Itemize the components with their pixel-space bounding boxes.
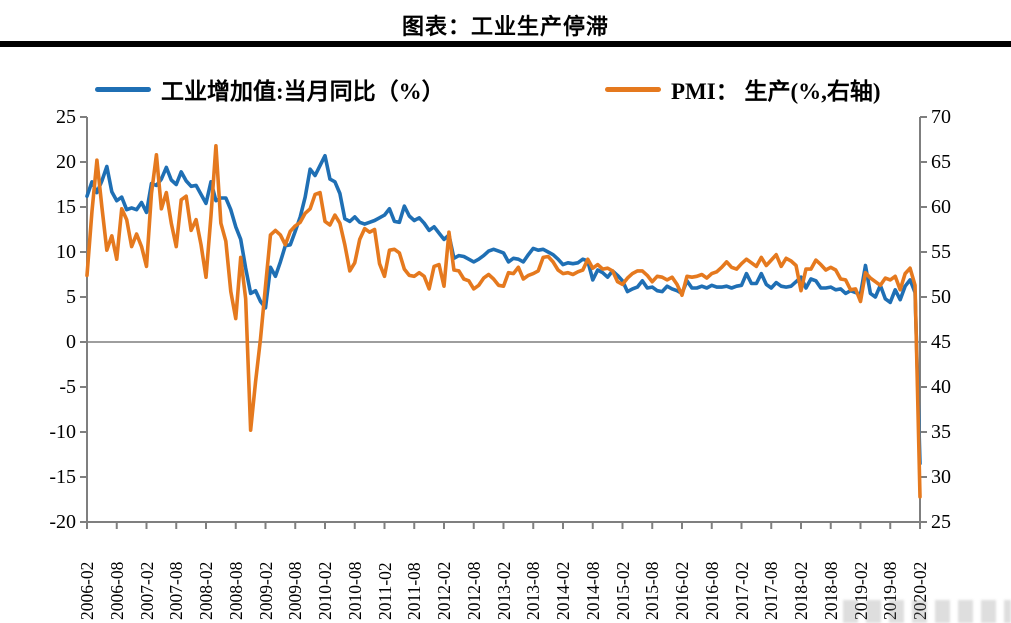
legend-label-industrial: 工业增加值:当月同比（%） (161, 79, 445, 104)
right-axis-tick-label: 25 (931, 511, 951, 533)
left-axis-tick-label: -15 (49, 466, 76, 488)
right-axis-tick-label: 30 (931, 466, 951, 488)
x-axis-tick-label: 2007-02 (136, 561, 157, 620)
x-axis-tick-label: 2017-02 (731, 561, 752, 620)
left-axis-tick-label: -5 (59, 376, 76, 398)
left-axis-tick-label: -10 (49, 421, 76, 443)
x-axis-tick-label: 2008-08 (225, 561, 246, 620)
legend-swatch-industrial (95, 86, 151, 92)
x-axis-tick-label: 2009-08 (285, 561, 306, 620)
right-axis-tick-label: 35 (931, 421, 951, 443)
x-axis-tick-label: 2006-02 (77, 561, 97, 620)
x-axis-tick-label: 2016-08 (701, 561, 722, 620)
left-axis-tick-label: 5 (66, 286, 76, 308)
left-axis-tick-label: -20 (49, 511, 76, 533)
x-axis-tick-label: 2015-02 (612, 561, 633, 620)
series-line-pmi (85, 144, 922, 499)
x-axis-tick-label: 2013-02 (493, 561, 514, 620)
x-axis-tick-label: 2011-08 (404, 562, 425, 620)
right-axis-tick-label: 50 (931, 286, 951, 308)
right-axis-tick-label: 70 (931, 106, 951, 128)
legend-item-industrial: 工业增加值:当月同比（%） (95, 72, 445, 106)
legend-label-pmi: PMI： 生产(%,右轴) (671, 79, 881, 104)
left-axis-tick-label: 20 (56, 151, 76, 173)
x-axis-tick-label: 2017-08 (761, 561, 782, 620)
left-axis-tick-label: 25 (56, 106, 76, 128)
left-axis-tick-label: 10 (56, 241, 76, 263)
x-axis-tick-label: 2016-02 (672, 561, 692, 620)
right-axis-tick-label: 45 (931, 331, 951, 353)
x-axis-tick-label: 2009-02 (255, 561, 276, 620)
chart-title: 图表：工业生产停滞 (401, 14, 609, 39)
x-axis-tick-label: 2018-08 (820, 561, 841, 620)
right-axis-tick-label: 55 (931, 241, 951, 263)
x-axis-tick-label: 2010-02 (315, 561, 335, 620)
legend-swatch-pmi (605, 86, 661, 92)
x-axis-tick-label: 2006-08 (106, 561, 127, 620)
x-axis-tick-label: 2014-02 (553, 561, 573, 620)
right-axis-tick-label: 40 (931, 376, 951, 398)
left-axis-tick-label: 0 (66, 331, 76, 353)
x-axis-tick-label: 2018-02 (791, 561, 811, 620)
title-rule (0, 41, 1011, 47)
left-axis-tick-label: 15 (56, 196, 76, 218)
x-axis-tick-label: 2015-08 (642, 561, 663, 620)
series-line-industrial (85, 153, 922, 466)
watermark (843, 600, 1011, 623)
x-axis-tick-label: 2012-02 (434, 561, 454, 620)
x-axis-tick-label: 2013-08 (523, 561, 544, 620)
right-axis-tick-label: 60 (931, 196, 951, 218)
x-axis-tick-label: 2012-08 (463, 561, 484, 620)
x-axis-tick-label: 2008-02 (196, 561, 216, 620)
x-axis-tick-label: 2011-02 (374, 562, 395, 620)
legend-item-pmi: PMI： 生产(%,右轴) (605, 72, 881, 106)
x-axis-tick-label: 2010-08 (344, 561, 365, 620)
x-axis-tick-label: 2014-08 (582, 561, 603, 620)
x-axis-tick-label: 2007-08 (166, 561, 187, 620)
right-axis-tick-label: 65 (931, 151, 951, 173)
